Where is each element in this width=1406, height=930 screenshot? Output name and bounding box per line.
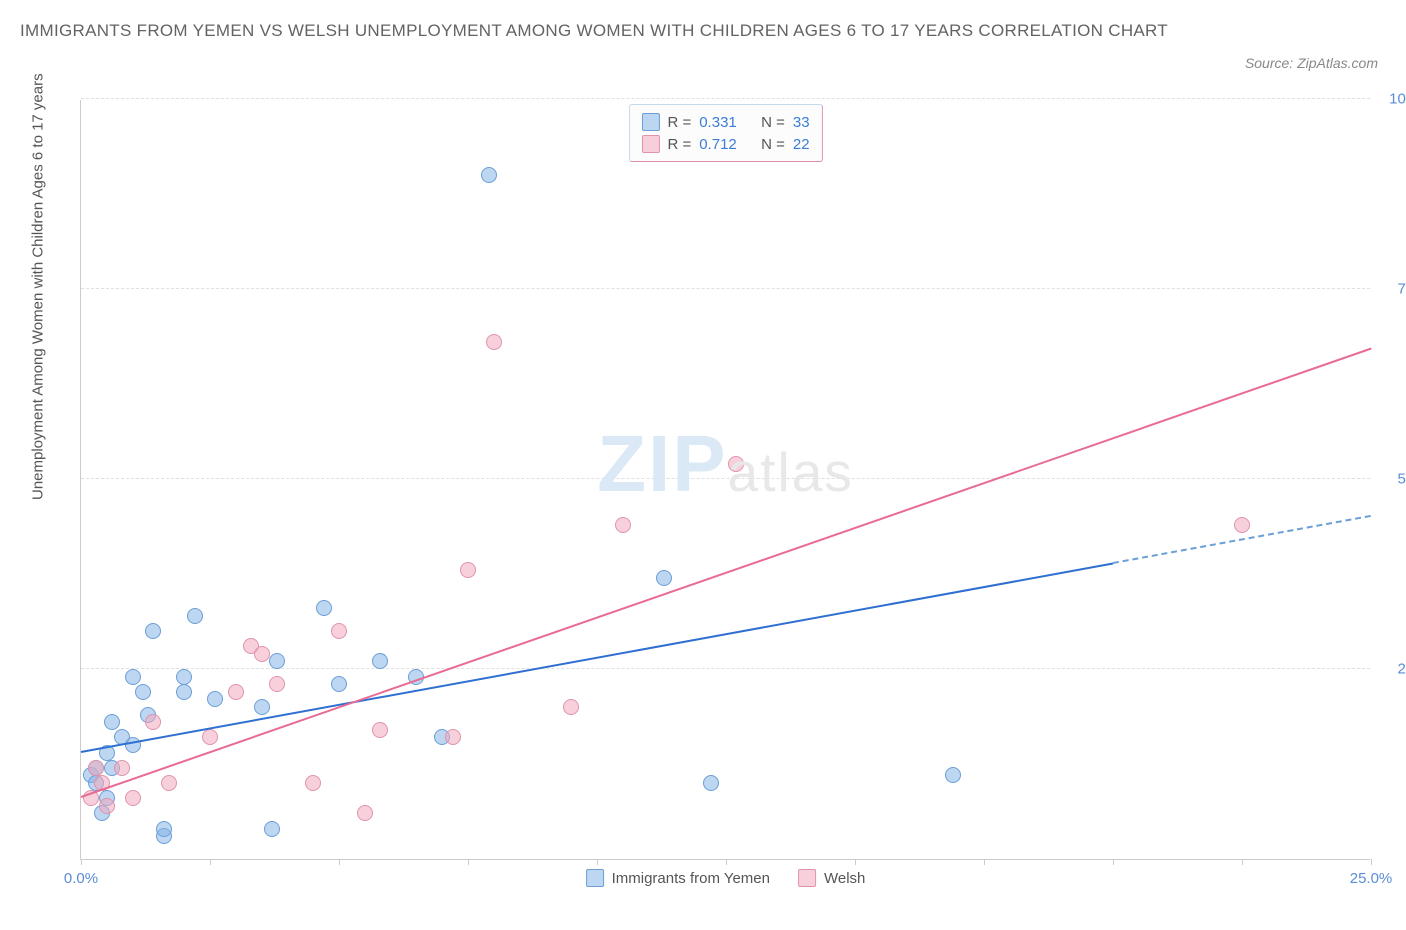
scatter-point bbox=[254, 646, 270, 662]
scatter-point bbox=[187, 608, 203, 624]
x-tick bbox=[339, 859, 340, 865]
x-tick-label: 25.0% bbox=[1350, 870, 1393, 887]
plot-area: ZIPatlas R = 0.331 N = 33 R = 0.712 N = … bbox=[80, 100, 1370, 860]
scatter-point bbox=[125, 790, 141, 806]
scatter-point bbox=[104, 714, 120, 730]
chart-container: Unemployment Among Women with Children A… bbox=[20, 90, 1386, 910]
scatter-point bbox=[88, 760, 104, 776]
legend-item-blue: Immigrants from Yemen bbox=[586, 869, 770, 887]
swatch-pink-icon bbox=[798, 869, 816, 887]
scatter-point bbox=[372, 653, 388, 669]
scatter-point bbox=[656, 570, 672, 586]
gridline bbox=[81, 288, 1370, 289]
scatter-point bbox=[254, 699, 270, 715]
x-tick bbox=[468, 859, 469, 865]
scatter-point bbox=[207, 691, 223, 707]
legend-row-blue: R = 0.331 N = 33 bbox=[641, 111, 809, 133]
scatter-point bbox=[202, 729, 218, 745]
scatter-point bbox=[114, 760, 130, 776]
x-tick bbox=[984, 859, 985, 865]
scatter-point bbox=[481, 167, 497, 183]
y-axis-label: Unemployment Among Women with Children A… bbox=[30, 73, 47, 500]
scatter-point bbox=[269, 676, 285, 692]
scatter-point bbox=[1234, 517, 1250, 533]
gridline bbox=[81, 98, 1370, 99]
series-legend: Immigrants from Yemen Welsh bbox=[586, 869, 866, 887]
scatter-point bbox=[372, 722, 388, 738]
scatter-point bbox=[945, 767, 961, 783]
scatter-point bbox=[269, 653, 285, 669]
x-tick bbox=[1371, 859, 1372, 865]
scatter-point bbox=[156, 821, 172, 837]
x-tick bbox=[855, 859, 856, 865]
x-tick-label: 0.0% bbox=[64, 870, 98, 887]
x-tick bbox=[597, 859, 598, 865]
x-tick bbox=[1113, 859, 1114, 865]
scatter-point bbox=[145, 714, 161, 730]
scatter-point bbox=[357, 805, 373, 821]
trend-line bbox=[81, 348, 1372, 798]
scatter-point bbox=[264, 821, 280, 837]
gridline bbox=[81, 478, 1370, 479]
scatter-point bbox=[176, 669, 192, 685]
scatter-point bbox=[615, 517, 631, 533]
legend-item-pink: Welsh bbox=[798, 869, 865, 887]
legend-label: Welsh bbox=[824, 870, 865, 887]
trend-line bbox=[81, 562, 1113, 752]
legend-label: Immigrants from Yemen bbox=[612, 870, 770, 887]
y-tick-label: 100.0% bbox=[1380, 91, 1406, 108]
scatter-point bbox=[228, 684, 244, 700]
scatter-point bbox=[305, 775, 321, 791]
scatter-point bbox=[331, 676, 347, 692]
scatter-point bbox=[135, 684, 151, 700]
scatter-point bbox=[331, 623, 347, 639]
scatter-point bbox=[145, 623, 161, 639]
watermark: ZIPatlas bbox=[597, 418, 854, 510]
scatter-point bbox=[125, 669, 141, 685]
x-tick bbox=[81, 859, 82, 865]
scatter-point bbox=[99, 798, 115, 814]
y-tick-label: 25.0% bbox=[1380, 661, 1406, 678]
scatter-point bbox=[161, 775, 177, 791]
scatter-point bbox=[703, 775, 719, 791]
source-label: Source: ZipAtlas.com bbox=[1245, 55, 1378, 71]
scatter-point bbox=[176, 684, 192, 700]
y-tick-label: 75.0% bbox=[1380, 281, 1406, 298]
x-tick bbox=[1242, 859, 1243, 865]
x-tick bbox=[210, 859, 211, 865]
swatch-blue-icon bbox=[586, 869, 604, 887]
legend-row-pink: R = 0.712 N = 22 bbox=[641, 133, 809, 155]
scatter-point bbox=[486, 334, 502, 350]
swatch-blue-icon bbox=[641, 113, 659, 131]
scatter-point bbox=[445, 729, 461, 745]
y-tick-label: 50.0% bbox=[1380, 471, 1406, 488]
chart-title: IMMIGRANTS FROM YEMEN VS WELSH UNEMPLOYM… bbox=[20, 18, 1386, 44]
stats-legend: R = 0.331 N = 33 R = 0.712 N = 22 bbox=[628, 104, 822, 162]
x-tick bbox=[726, 859, 727, 865]
swatch-pink-icon bbox=[641, 135, 659, 153]
scatter-point bbox=[563, 699, 579, 715]
scatter-point bbox=[316, 600, 332, 616]
scatter-point bbox=[460, 562, 476, 578]
scatter-point bbox=[728, 456, 744, 472]
